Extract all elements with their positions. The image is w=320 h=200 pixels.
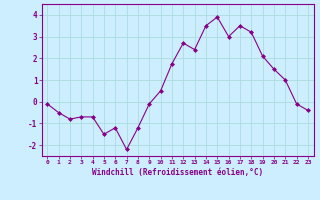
X-axis label: Windchill (Refroidissement éolien,°C): Windchill (Refroidissement éolien,°C) (92, 168, 263, 177)
